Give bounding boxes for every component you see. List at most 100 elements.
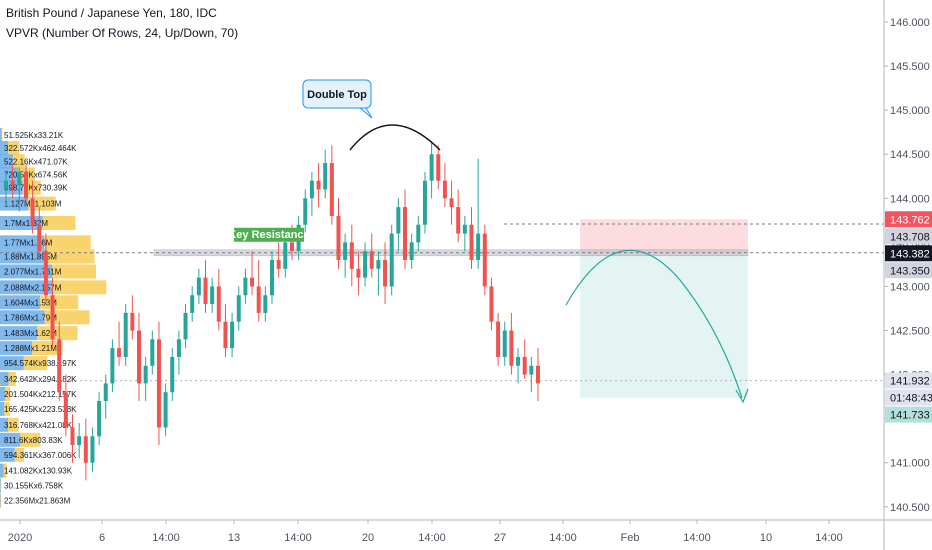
candle-body <box>356 268 361 278</box>
volume-bar-down <box>44 235 91 250</box>
volume-label: 1.786Mx1.79M <box>4 313 57 322</box>
candle-body <box>4 180 8 190</box>
key-resistance-callout: Key Resistance <box>228 227 310 242</box>
volume-bar-up <box>0 493 1 508</box>
candle-body <box>23 171 28 199</box>
candle-body <box>403 207 407 260</box>
time-tick-label: 20 <box>362 532 374 544</box>
time-tick-label: 14:00 <box>152 532 180 544</box>
volume-label: 1.288Mx1.21M <box>4 344 57 353</box>
time-tick-label: 6 <box>99 532 105 544</box>
volume-bar-up <box>0 310 45 325</box>
trade-zones <box>153 219 749 399</box>
volume-bar-down <box>14 447 24 462</box>
candle-body <box>389 233 394 287</box>
candle-body <box>316 180 321 190</box>
level-lines <box>0 223 884 382</box>
candle-body <box>516 356 521 366</box>
volume-bar-up <box>0 196 29 211</box>
volume-label: 594.361Kx367.006K <box>4 451 77 460</box>
volume-bar-down <box>1 127 3 142</box>
volume-label: 342.642Kx294.182K <box>4 375 77 384</box>
candle-body <box>163 392 168 428</box>
volume-bar-down <box>37 326 78 341</box>
price-tick-label: 140.500 <box>890 502 930 514</box>
price-tick-label: 143.000 <box>890 281 930 293</box>
candle-body <box>70 427 75 446</box>
volume-bar-down <box>0 493 1 508</box>
volume-label: 720.53Kx674.56K <box>4 171 68 180</box>
candle-body <box>369 251 374 269</box>
price-tick-label: 141.000 <box>890 458 930 470</box>
candle-body <box>43 251 48 296</box>
candle-body <box>303 198 308 225</box>
volume-label: 2.088Mx2.157M <box>4 283 62 292</box>
volume-label: 1.604Mx1.53M <box>4 298 57 307</box>
candle-body <box>103 383 108 402</box>
candle-body <box>309 180 314 199</box>
volume-bar-down <box>8 417 19 432</box>
candle-body <box>63 392 68 428</box>
volume-bar-up <box>0 417 8 432</box>
candle-body <box>529 365 534 375</box>
volume-label: 316.768Kx421.08K <box>4 421 73 430</box>
callout-box <box>302 79 372 109</box>
key-resistance-box <box>234 227 304 242</box>
candle-body <box>442 180 447 199</box>
candle-body <box>97 401 102 437</box>
price-tick-label: 142.500 <box>890 326 930 338</box>
volume-bar-up <box>0 167 18 182</box>
volume-label: 322.572Kx462.464K <box>4 144 77 153</box>
volume-bar-up <box>0 235 45 250</box>
price-tick-label: 145.500 <box>890 61 930 73</box>
volume-bar-up <box>0 478 1 493</box>
candle-body <box>17 171 22 186</box>
time-tick-label: 10 <box>760 532 772 544</box>
candle-body <box>502 330 507 357</box>
candle-body <box>77 436 82 446</box>
candle-body <box>469 224 474 260</box>
candle-body <box>10 180 15 186</box>
candle-body <box>383 260 388 287</box>
candle-body <box>522 356 527 375</box>
volume-label: 1.88Mx1.895M <box>4 252 57 261</box>
volume-label: 51.525Kx33.21K <box>4 131 64 140</box>
callout-pointer <box>358 107 373 119</box>
volume-label: 1.77Mx1.86M <box>4 238 53 247</box>
volume-label: 30.155Kx6.758K <box>4 482 64 491</box>
price-badge <box>885 372 932 389</box>
volume-label: 522.16Kx471.07K <box>4 157 68 166</box>
candle-body <box>150 339 155 366</box>
double-top-label: Double Top <box>307 89 367 101</box>
volume-bar-down <box>32 341 63 356</box>
double-top-arc <box>349 124 441 151</box>
candle-body <box>250 277 255 287</box>
price-tick-label: 145.000 <box>890 105 930 117</box>
volume-bar-up <box>0 356 24 371</box>
price-badge-label: 143.762 <box>890 214 930 226</box>
candle-body <box>456 207 461 234</box>
candle-body <box>50 295 55 340</box>
candle-body <box>536 365 540 384</box>
volume-bar-down <box>23 356 48 371</box>
candle-body <box>223 321 228 349</box>
candle-body <box>110 348 115 384</box>
price-badge <box>885 389 932 406</box>
volume-bar-up <box>0 371 9 386</box>
candle-body <box>462 224 467 234</box>
price-badge <box>885 406 932 423</box>
volume-bar-up <box>0 249 47 264</box>
candle-body <box>336 215 341 260</box>
volume-bar-up <box>0 326 37 341</box>
price-tick-label: 146.000 <box>890 17 930 29</box>
candle-body <box>256 286 261 313</box>
candle-body <box>203 277 208 305</box>
volume-label: 141.082Kx130.93K <box>4 467 73 476</box>
time-tick-label: 14:00 <box>418 532 446 544</box>
take-profit-zone <box>580 252 748 399</box>
candle-body <box>137 330 141 384</box>
price-badge-label: 143.708 <box>890 231 930 243</box>
candles <box>4 141 540 481</box>
